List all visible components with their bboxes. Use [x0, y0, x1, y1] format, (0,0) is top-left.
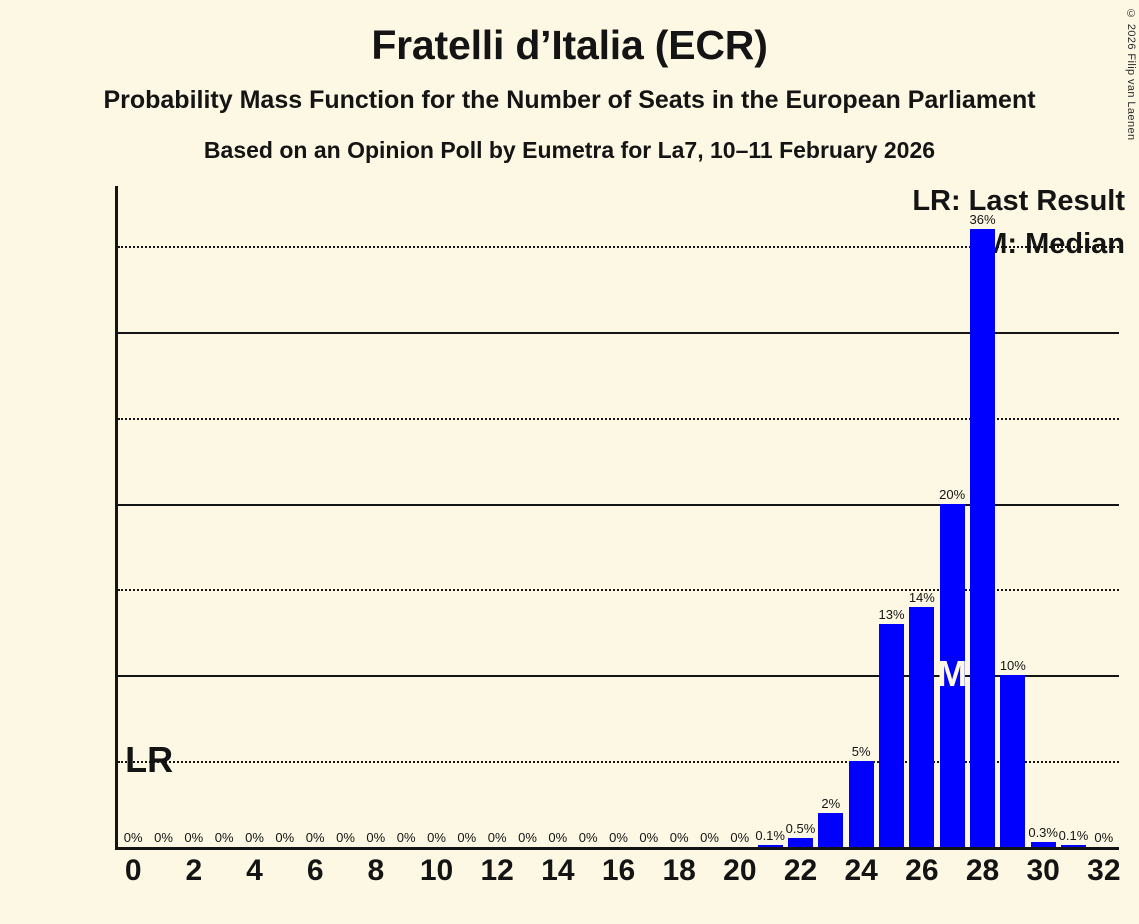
- gridline-dotted-15: [118, 589, 1119, 592]
- bar-value-label-22: 0.5%: [785, 821, 816, 837]
- x-tick-label-10: 10: [419, 854, 454, 887]
- bar-value-label-26: 14%: [908, 589, 935, 605]
- bar-seat-28: [970, 228, 995, 847]
- bar-seat-24: [848, 761, 874, 847]
- bar-value-label-29: 10%: [999, 658, 1026, 674]
- x-axis: [115, 847, 1119, 850]
- legend-last-result: LR: Last Result: [912, 185, 1125, 217]
- bar-value-label-25: 13%: [878, 606, 905, 622]
- bar-value-label-21: 0.1%: [755, 828, 785, 844]
- bar-value-label-28: 36%: [969, 211, 996, 227]
- x-tick-label-12: 12: [480, 854, 514, 887]
- legend-median: M: Median: [983, 228, 1125, 260]
- bar-value-label-8: 0%: [366, 830, 386, 845]
- bar-seat-31: [1061, 845, 1086, 847]
- chart-source-caption: Based on an Opinion Poll by Eumetra for …: [203, 137, 936, 163]
- bar-value-label-11: 0%: [457, 830, 477, 845]
- bar-seat-22: [788, 838, 813, 847]
- bar-value-label-30: 0.3%: [1028, 824, 1058, 840]
- bar-value-label-5: 0%: [275, 830, 295, 845]
- x-tick-label-0: 0: [124, 854, 142, 887]
- gridline-solid-10: [118, 675, 1119, 678]
- bar-value-label-17: 0%: [639, 830, 659, 845]
- marker-m: M: [937, 653, 968, 695]
- marker-lr: LR: [125, 739, 174, 781]
- x-tick-label-8: 8: [367, 854, 385, 887]
- x-tick-label-2: 2: [185, 854, 203, 887]
- gridline-dotted-5: [118, 761, 1119, 764]
- x-tick-label-14: 14: [541, 854, 575, 887]
- x-tick-label-26: 26: [905, 854, 939, 887]
- page-title: Fratelli d’Italia (ECR): [371, 22, 768, 68]
- bar-value-label-7: 0%: [336, 830, 355, 845]
- bar-seat-23: [818, 812, 844, 847]
- x-tick-label-20: 20: [723, 854, 757, 887]
- x-tick-label-32: 32: [1087, 854, 1121, 887]
- x-tick-label-4: 4: [246, 854, 263, 887]
- y-axis: [115, 186, 118, 847]
- bar-value-label-15: 0%: [578, 830, 598, 845]
- bar-value-label-18: 0%: [669, 830, 689, 845]
- x-tick-label-6: 6: [306, 854, 324, 887]
- bar-seat-26: [909, 606, 935, 847]
- bar-value-label-12: 0%: [487, 830, 507, 845]
- bar-seat-29: [1000, 675, 1026, 847]
- bar-seat-30: [1030, 841, 1056, 847]
- bar-value-label-3: 0%: [214, 830, 234, 845]
- bar-value-label-2: 0%: [184, 830, 204, 845]
- bar-seat-25: [879, 623, 904, 847]
- x-tick-label-24: 24: [844, 854, 878, 887]
- bar-value-label-6: 0%: [305, 830, 325, 845]
- bar-value-label-32: 0%: [1094, 830, 1114, 845]
- plot-area: 10%20%30% 0%0%0%0%0%0%0%0%0%0%0%0%0%0%0%…: [115, 186, 1121, 887]
- bar-seat-27: [939, 503, 965, 847]
- x-tick-label-30: 30: [1026, 854, 1060, 887]
- x-tick-label-28: 28: [965, 854, 1000, 887]
- x-tick-label-18: 18: [662, 854, 696, 887]
- bar-value-label-27: 20%: [939, 486, 966, 502]
- bar-value-label-19: 0%: [700, 830, 719, 845]
- x-tick-label-16: 16: [601, 854, 636, 887]
- bar-value-label-31: 0.1%: [1058, 828, 1089, 844]
- bar-value-label-14: 0%: [548, 830, 568, 845]
- bar-value-label-16: 0%: [609, 830, 628, 845]
- bar-value-label-23: 2%: [821, 795, 841, 811]
- copyright-notice: © 2026 Filip van Laenen: [1125, 8, 1137, 141]
- gridline-dotted-25: [118, 417, 1119, 420]
- bar-value-label-10: 0%: [427, 830, 446, 845]
- chart-subtitle: Probability Mass Function for the Number…: [103, 86, 1036, 114]
- bar-value-label-1: 0%: [154, 830, 173, 845]
- bar-value-label-24: 5%: [851, 744, 871, 760]
- bar-value-label-4: 0%: [245, 830, 264, 845]
- x-tick-label-22: 22: [783, 854, 818, 887]
- bar-value-label-13: 0%: [518, 830, 537, 845]
- bar-value-label-20: 0%: [730, 830, 750, 845]
- bar-value-label-0: 0%: [123, 830, 143, 845]
- bar-seat-21: [757, 845, 783, 847]
- gridline-dotted-35: [118, 246, 1119, 249]
- gridline-solid-30: [118, 331, 1119, 334]
- bar-value-label-9: 0%: [396, 830, 416, 845]
- gridline-solid-20: [118, 503, 1119, 506]
